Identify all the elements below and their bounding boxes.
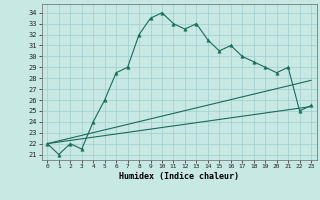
X-axis label: Humidex (Indice chaleur): Humidex (Indice chaleur) [119, 172, 239, 181]
